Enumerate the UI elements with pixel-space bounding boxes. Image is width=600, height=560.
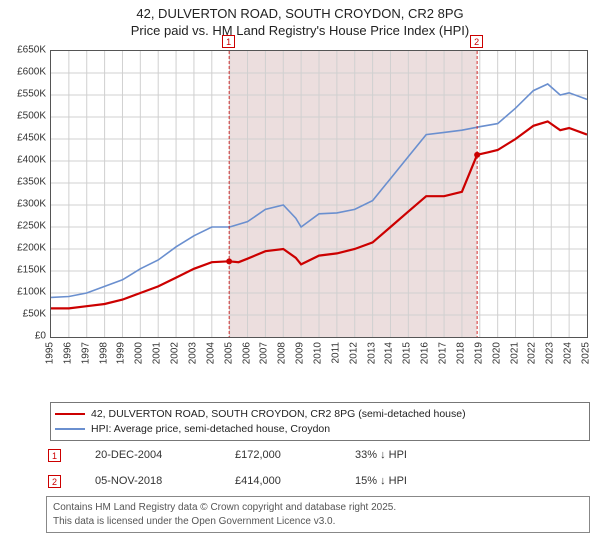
x-tick-label: 2001 (152, 342, 163, 364)
x-tick-label: 2009 (295, 342, 306, 364)
event-delta: 15% ↓ HPI (355, 475, 407, 487)
x-tick-label: 1995 (45, 342, 56, 364)
x-tick-label: 2023 (545, 342, 556, 364)
y-tick-label: £150K (17, 265, 46, 276)
x-tick-label: 2012 (348, 342, 359, 364)
x-tick-label: 2006 (241, 342, 252, 364)
event-delta: 33% ↓ HPI (355, 449, 407, 461)
y-tick-label: £550K (17, 89, 46, 100)
legend-label: HPI: Average price, semi-detached house,… (91, 423, 330, 435)
chart-marker-label: 1 (222, 35, 235, 48)
chart-container: 42, DULVERTON ROAD, SOUTH CROYDON, CR2 8… (0, 0, 600, 560)
y-tick-label: £650K (17, 45, 46, 56)
x-tick-label: 2005 (223, 342, 234, 364)
y-tick-label: £500K (17, 111, 46, 122)
x-tick-label: 1996 (62, 342, 73, 364)
x-tick-label: 2003 (187, 342, 198, 364)
plot-svg (51, 51, 587, 337)
x-tick-label: 2024 (563, 342, 574, 364)
title-block: 42, DULVERTON ROAD, SOUTH CROYDON, CR2 8… (0, 0, 600, 40)
x-tick-label: 2008 (277, 342, 288, 364)
y-tick-label: £300K (17, 199, 46, 210)
x-tick-label: 2013 (366, 342, 377, 364)
event-marker: 2 (48, 475, 61, 488)
x-tick-label: 1997 (80, 342, 91, 364)
event-date: 05-NOV-2018 (95, 475, 235, 487)
y-tick-label: £600K (17, 67, 46, 78)
footer-line-1: Contains HM Land Registry data © Crown c… (53, 501, 583, 515)
legend-swatch (55, 413, 85, 415)
y-tick-label: £0 (35, 331, 46, 342)
y-tick-label: £250K (17, 221, 46, 232)
title-line-1: 42, DULVERTON ROAD, SOUTH CROYDON, CR2 8… (0, 6, 600, 23)
event-row: 2 05-NOV-2018£414,00015% ↓ HPI (48, 468, 588, 494)
y-tick-label: £350K (17, 177, 46, 188)
event-price: £414,000 (235, 475, 355, 487)
event-row: 1 20-DEC-2004£172,00033% ↓ HPI (48, 442, 588, 468)
footer-line-2: This data is licensed under the Open Gov… (53, 515, 583, 529)
legend-row: 42, DULVERTON ROAD, SOUTH CROYDON, CR2 8… (55, 407, 585, 421)
x-tick-label: 2025 (581, 342, 592, 364)
legend-box: 42, DULVERTON ROAD, SOUTH CROYDON, CR2 8… (50, 402, 590, 441)
x-tick-label: 2002 (170, 342, 181, 364)
x-tick-label: 2004 (205, 342, 216, 364)
x-tick-label: 2010 (313, 342, 324, 364)
title-line-2: Price paid vs. HM Land Registry's House … (0, 23, 600, 40)
legend-swatch (55, 428, 85, 430)
x-tick-label: 2022 (527, 342, 538, 364)
y-tick-label: £200K (17, 243, 46, 254)
x-tick-label: 2018 (455, 342, 466, 364)
event-price: £172,000 (235, 449, 355, 461)
plot-area: 12 (50, 50, 588, 338)
footer-box: Contains HM Land Registry data © Crown c… (46, 496, 590, 533)
x-axis: 1995199619971998199920002001200220032004… (50, 340, 588, 368)
x-tick-label: 1999 (116, 342, 127, 364)
chart-marker-label: 2 (470, 35, 483, 48)
legend-row: HPI: Average price, semi-detached house,… (55, 422, 585, 436)
x-tick-label: 2014 (384, 342, 395, 364)
y-tick-label: £100K (17, 287, 46, 298)
y-tick-label: £50K (23, 309, 46, 320)
event-marker: 1 (48, 449, 61, 462)
x-tick-label: 2007 (259, 342, 270, 364)
x-tick-label: 2016 (420, 342, 431, 364)
x-tick-label: 2019 (473, 342, 484, 364)
y-tick-label: £450K (17, 133, 46, 144)
x-tick-label: 2011 (330, 342, 341, 364)
x-tick-label: 1998 (98, 342, 109, 364)
x-tick-label: 2021 (509, 342, 520, 364)
x-tick-label: 2017 (438, 342, 449, 364)
chart-area: £0 £50K £100K £150K £200K £250K £300K £350K £400… (8, 46, 592, 368)
y-axis: £0£50K£100K£150K£200K£250K£300K£350K£400… (8, 50, 48, 338)
x-tick-label: 2015 (402, 342, 413, 364)
x-tick-label: 2020 (491, 342, 502, 364)
event-date: 20-DEC-2004 (95, 449, 235, 461)
event-table: 1 20-DEC-2004£172,00033% ↓ HPI 2 05-NOV-201… (48, 442, 588, 494)
x-tick-label: 2000 (134, 342, 145, 364)
y-tick-label: £400K (17, 155, 46, 166)
legend-label: 42, DULVERTON ROAD, SOUTH CROYDON, CR2 8… (91, 408, 466, 420)
